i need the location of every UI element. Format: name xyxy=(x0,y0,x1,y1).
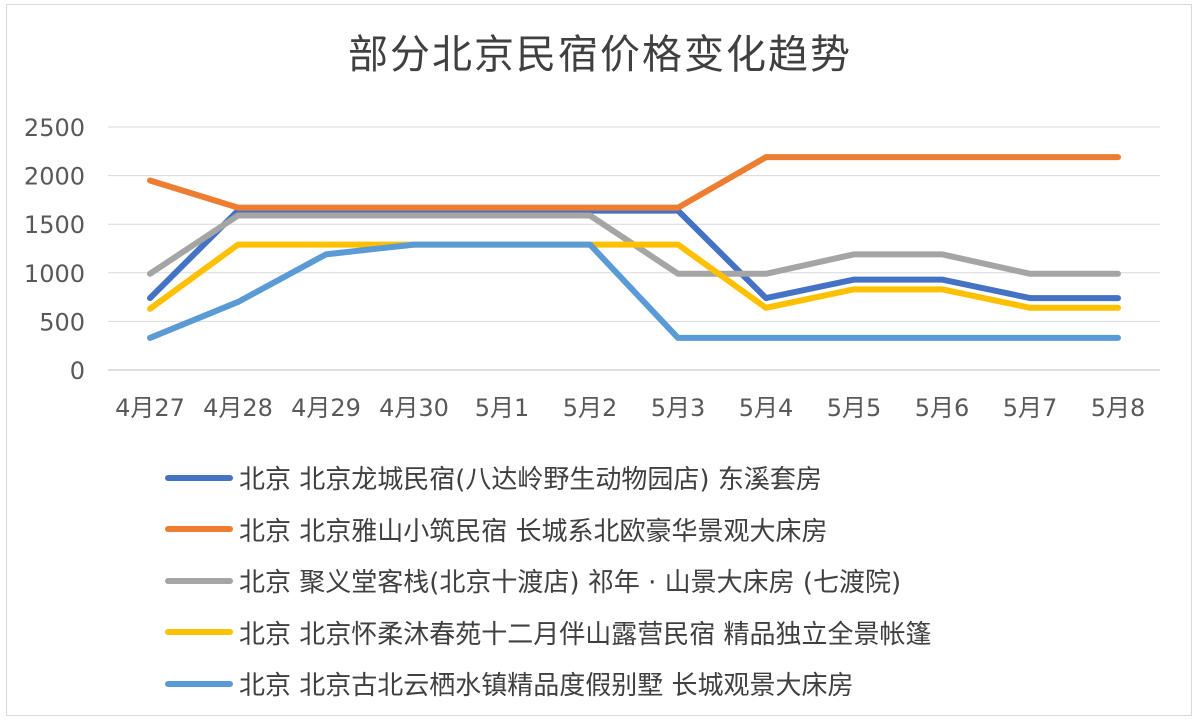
x-tick-label: 4月28 xyxy=(203,394,273,422)
legend-label: 北京 北京雅山小筑民宿 长城系北欧豪华景观大床房 xyxy=(239,516,828,547)
y-tick-label: 1000 xyxy=(24,260,85,288)
legend-label: 北京 北京怀柔沐春苑十二月伴山露营民宿 精品独立全景帐篷 xyxy=(239,619,932,650)
legend-label: 北京 聚义堂客栈(北京十渡店) 祁年 · 山景大床房 (七渡院) xyxy=(239,568,902,599)
x-tick-label: 4月27 xyxy=(115,394,185,422)
x-tick-label: 5月1 xyxy=(475,394,530,422)
legend-label: 北京 北京古北云栖水镇精品度假别墅 长城观景大床房 xyxy=(239,671,854,702)
x-tick-label: 5月6 xyxy=(915,394,970,422)
y-tick-label: 0 xyxy=(70,357,85,385)
x-tick-label: 5月5 xyxy=(827,394,882,422)
x-tick-label: 5月2 xyxy=(563,394,618,422)
x-tick-label: 5月7 xyxy=(1003,394,1058,422)
legend-swatch xyxy=(165,680,233,687)
legend-item-4: 北京 北京怀柔沐春苑十二月伴山露营民宿 精品独立全景帐篷 xyxy=(165,607,932,659)
series-line-4 xyxy=(147,241,1121,312)
y-tick-label: 2500 xyxy=(24,114,85,142)
legend-item-1: 北京 北京龙城民宿(八达岭野生动物园店) 东溪套房 xyxy=(165,452,932,504)
legend-swatch xyxy=(165,577,233,584)
y-tick-label: 500 xyxy=(39,308,85,336)
legend-swatch xyxy=(165,629,233,636)
legend-item-3: 北京 聚义堂客栈(北京十渡店) 祁年 · 山景大床房 (七渡院) xyxy=(165,555,932,607)
x-tick-label: 5月4 xyxy=(739,394,794,422)
x-tick-label: 4月30 xyxy=(379,394,449,422)
x-tick-label: 5月3 xyxy=(651,394,706,422)
legend-swatch xyxy=(165,526,233,533)
x-tick-label: 5月8 xyxy=(1091,394,1146,422)
chart-title: 部分北京民宿价格变化趋势 xyxy=(348,32,852,78)
chart-frame xyxy=(6,4,1192,716)
legend-swatch xyxy=(165,474,233,481)
legend-item-5: 北京 北京古北云栖水镇精品度假别墅 长城观景大床房 xyxy=(165,658,932,710)
series-line-2 xyxy=(147,154,1121,211)
y-tick-label: 1500 xyxy=(24,211,85,239)
legend-item-2: 北京 北京雅山小筑民宿 长城系北欧豪华景观大床房 xyxy=(165,504,932,556)
x-tick-label: 4月29 xyxy=(291,394,361,422)
legend-label: 北京 北京龙城民宿(八达岭野生动物园店) 东溪套房 xyxy=(239,465,822,496)
series-line-5 xyxy=(147,241,1121,341)
legend: 北京 北京龙城民宿(八达岭野生动物园店) 东溪套房 北京 北京雅山小筑民宿 长城系… xyxy=(165,452,932,710)
y-tick-label: 2000 xyxy=(24,163,85,191)
